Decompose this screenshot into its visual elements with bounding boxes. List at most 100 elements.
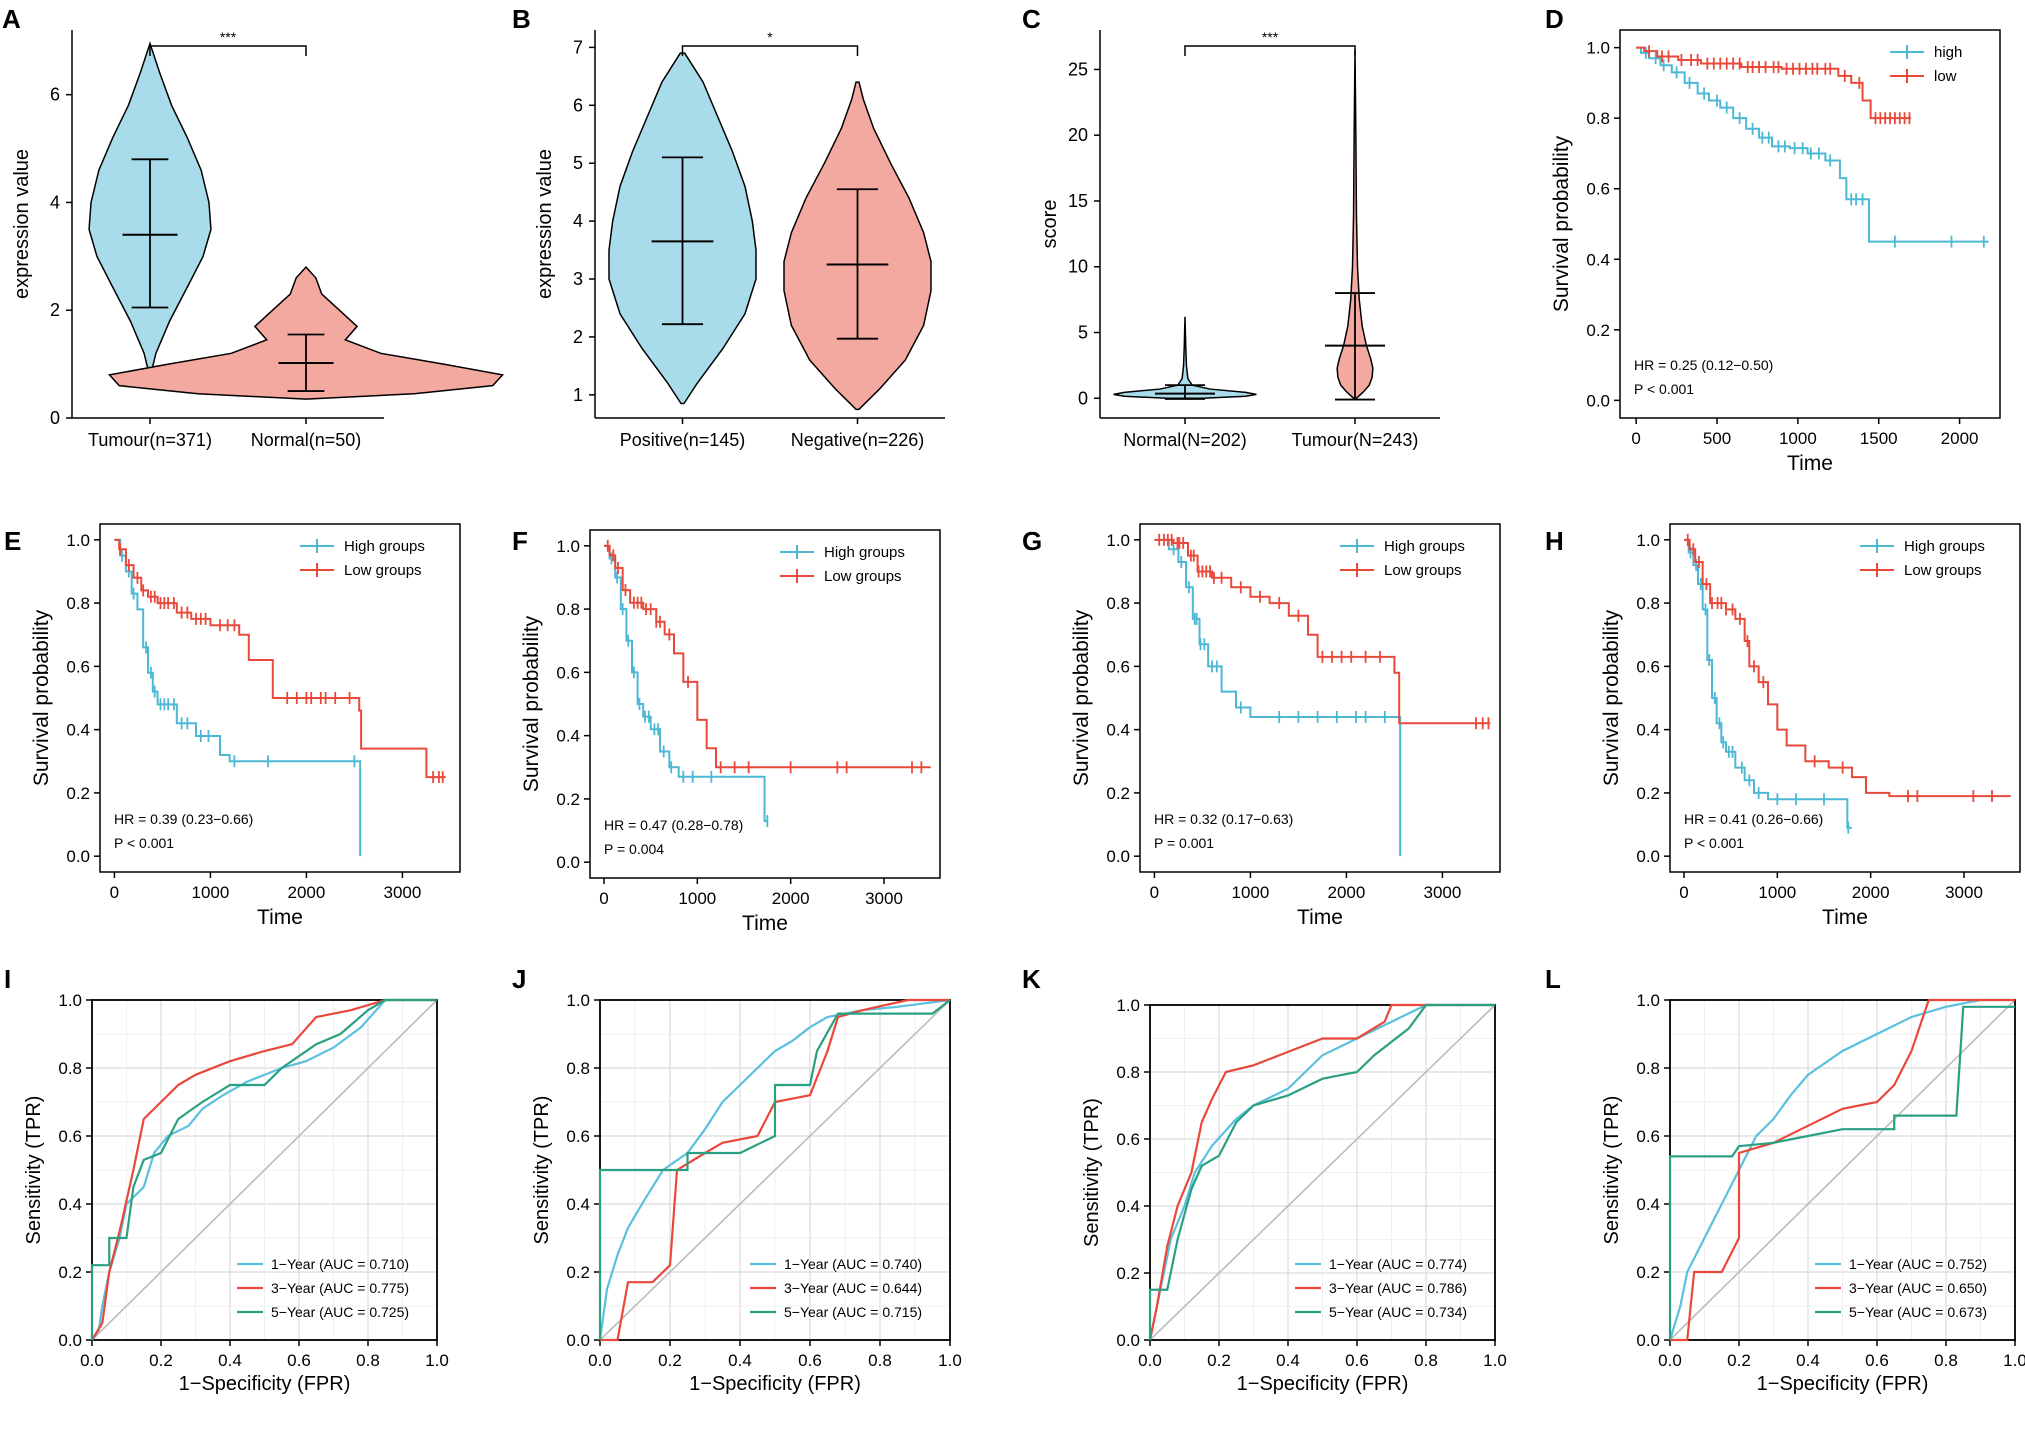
x-axis-label: Time [742, 912, 788, 935]
x-tick-label: 2000 [287, 883, 325, 902]
y-tick-label: 1.0 [1586, 39, 1610, 58]
y-tick-label: 0.2 [66, 784, 90, 803]
legend-label: 5−Year (AUC = 0.734) [1329, 1304, 1467, 1320]
legend-label: 3−Year (AUC = 0.644) [784, 1280, 922, 1296]
panel-letter: G [1022, 526, 1042, 556]
panel-b: B 1 2 3 4 5 6 7 expression value Positive(n=145) N… [512, 4, 945, 450]
y-tick-label: 0.2 [566, 1263, 590, 1282]
x-tick-label: Normal(N=202) [1123, 430, 1247, 450]
roc-curve-2 [1148, 1003, 1495, 1341]
panel-h: H 0.0 0.2 0.4 0.6 0.8 1.0 0 1000 2000 3000 Time Surv… [1545, 523, 2021, 929]
x-tick-label: 1000 [191, 883, 229, 902]
y-axis-label: Sensitivity (TPR) [1081, 1098, 1103, 1247]
y-tick-label: 0.6 [1116, 1130, 1140, 1149]
y-tick-label: 1.0 [1636, 531, 1660, 550]
plot-frame [91, 999, 438, 1341]
y-tick-label: 0.6 [556, 663, 580, 682]
roc-curve-1 [598, 998, 951, 1341]
x-tick-label: 1.0 [2003, 1351, 2025, 1370]
y-tick-label: 2 [50, 300, 60, 320]
panel-letter: H [1545, 526, 1564, 556]
panel-f: F 0.0 0.2 0.4 0.6 0.8 1.0 0 1000 2000 3000 Time Surv… [512, 526, 941, 935]
y-axis-label: Survival probability [1600, 609, 1623, 786]
diagonal-reference [599, 999, 951, 1341]
y-axis-label: Sensitivity (TPR) [1601, 1096, 1623, 1245]
legend-label: 5−Year (AUC = 0.725) [271, 1304, 409, 1320]
x-tick-label: 0.8 [1934, 1351, 1958, 1370]
y-tick-label: 1 [573, 385, 583, 405]
x-axis-label: Time [1787, 452, 1833, 475]
hazard-ratio: HR = 0.32 (0.17−0.63) [1154, 811, 1293, 827]
x-tick-label: 0.0 [80, 1351, 104, 1370]
hazard-ratio: HR = 0.39 (0.23−0.66) [114, 811, 253, 827]
panel-g: G 0.0 0.2 0.4 0.6 0.8 1.0 0 1000 2000 3000 Time Surv… [1022, 523, 1501, 929]
legend-label: 1−Year (AUC = 0.740) [784, 1256, 922, 1272]
y-tick-label: 0.4 [1636, 1195, 1660, 1214]
x-tick-label: 0.8 [868, 1351, 892, 1370]
x-axis-label: 1−Specificity (FPR) [1757, 1373, 1929, 1395]
y-axis-label: expression value [11, 149, 33, 299]
y-tick-label: 0.4 [66, 721, 90, 740]
legend-label: 1−Year (AUC = 0.710) [271, 1256, 409, 1272]
y-tick-label: 0.0 [1586, 391, 1610, 410]
y-axis-label: Survival probability [30, 609, 53, 786]
x-axis-label: Time [1822, 906, 1868, 929]
plot-frame [99, 523, 461, 873]
panel-i: I 0.0 0.2 0.4 0.6 0.8 1.0 0.0 0.2 0.4 0.6 0.8 1.0 1−S… [4, 964, 449, 1395]
y-tick-label: 0.8 [1586, 109, 1610, 128]
roc-curve-3 [598, 999, 951, 1340]
p-value: P < 0.001 [114, 835, 174, 851]
x-tick-label: Tumour(n=371) [88, 430, 212, 450]
x-tick-label: 1000 [1779, 429, 1817, 448]
y-tick-label: 0.4 [556, 727, 580, 746]
y-tick-label: 1.0 [1116, 996, 1140, 1015]
x-tick-label: 0.2 [1207, 1351, 1231, 1370]
x-tick-label: 0.4 [218, 1351, 242, 1370]
roc-curve-2 [1670, 998, 2015, 1342]
x-tick-label: 1.0 [938, 1351, 962, 1370]
y-tick-label: 0.0 [1636, 847, 1660, 866]
y-tick-label: 0 [50, 408, 60, 428]
y-tick-label: 0.8 [66, 594, 90, 613]
legend-label: High groups [1904, 538, 1985, 555]
y-tick-label: 0.2 [1106, 784, 1130, 803]
x-tick-label: Tumour(N=243) [1292, 430, 1419, 450]
y-tick-label: 0.8 [566, 1059, 590, 1078]
legend-label: Low groups [344, 562, 422, 579]
panel-letter: J [512, 964, 526, 994]
y-tick-label: 1.0 [1636, 991, 1660, 1010]
x-axis-label: 1−Specificity (FPR) [1237, 1373, 1409, 1395]
y-tick-label: 0.4 [1106, 721, 1130, 740]
p-value: P = 0.004 [604, 841, 664, 857]
x-tick-label: 2000 [772, 889, 810, 908]
x-tick-label: 1000 [1231, 883, 1269, 902]
violin-1 [1113, 316, 1257, 400]
x-tick-label: 0.2 [1727, 1351, 1751, 1370]
x-axis-label: 1−Specificity (FPR) [179, 1373, 351, 1395]
legend-label: Low groups [824, 568, 902, 585]
x-tick-label: 0 [599, 889, 608, 908]
y-tick-label: 0.2 [556, 790, 580, 809]
x-tick-label: 0.2 [658, 1351, 682, 1370]
y-tick-label: 0.0 [1106, 847, 1130, 866]
panel-letter: C [1022, 4, 1041, 34]
y-tick-label: 3 [573, 269, 583, 289]
panel-letter: F [512, 526, 528, 556]
y-axis-label: Survival probability [1550, 135, 1573, 312]
panel-l: L 0.0 0.2 0.4 0.6 0.8 1.0 0.0 0.2 0.4 0.6 0.8 1.0 1−S… [1545, 964, 2025, 1395]
panel-letter: I [4, 964, 11, 994]
y-tick-label: 0.2 [1636, 1263, 1660, 1282]
roc-curve-2 [91, 998, 437, 1341]
y-tick-label: 0.0 [66, 847, 90, 866]
y-tick-label: 0.8 [58, 1059, 82, 1078]
x-tick-label: Negative(n=226) [791, 430, 925, 450]
y-tick-label: 0.4 [1586, 250, 1610, 269]
x-tick-label: 0.8 [356, 1351, 380, 1370]
y-tick-label: 0.4 [1636, 721, 1660, 740]
y-tick-label: 25 [1068, 59, 1088, 79]
y-axis-label: Survival probability [1070, 609, 1093, 786]
y-tick-label: 1.0 [1106, 531, 1130, 550]
x-tick-label: 1000 [1758, 883, 1796, 902]
legend-label: Low groups [1904, 562, 1982, 579]
